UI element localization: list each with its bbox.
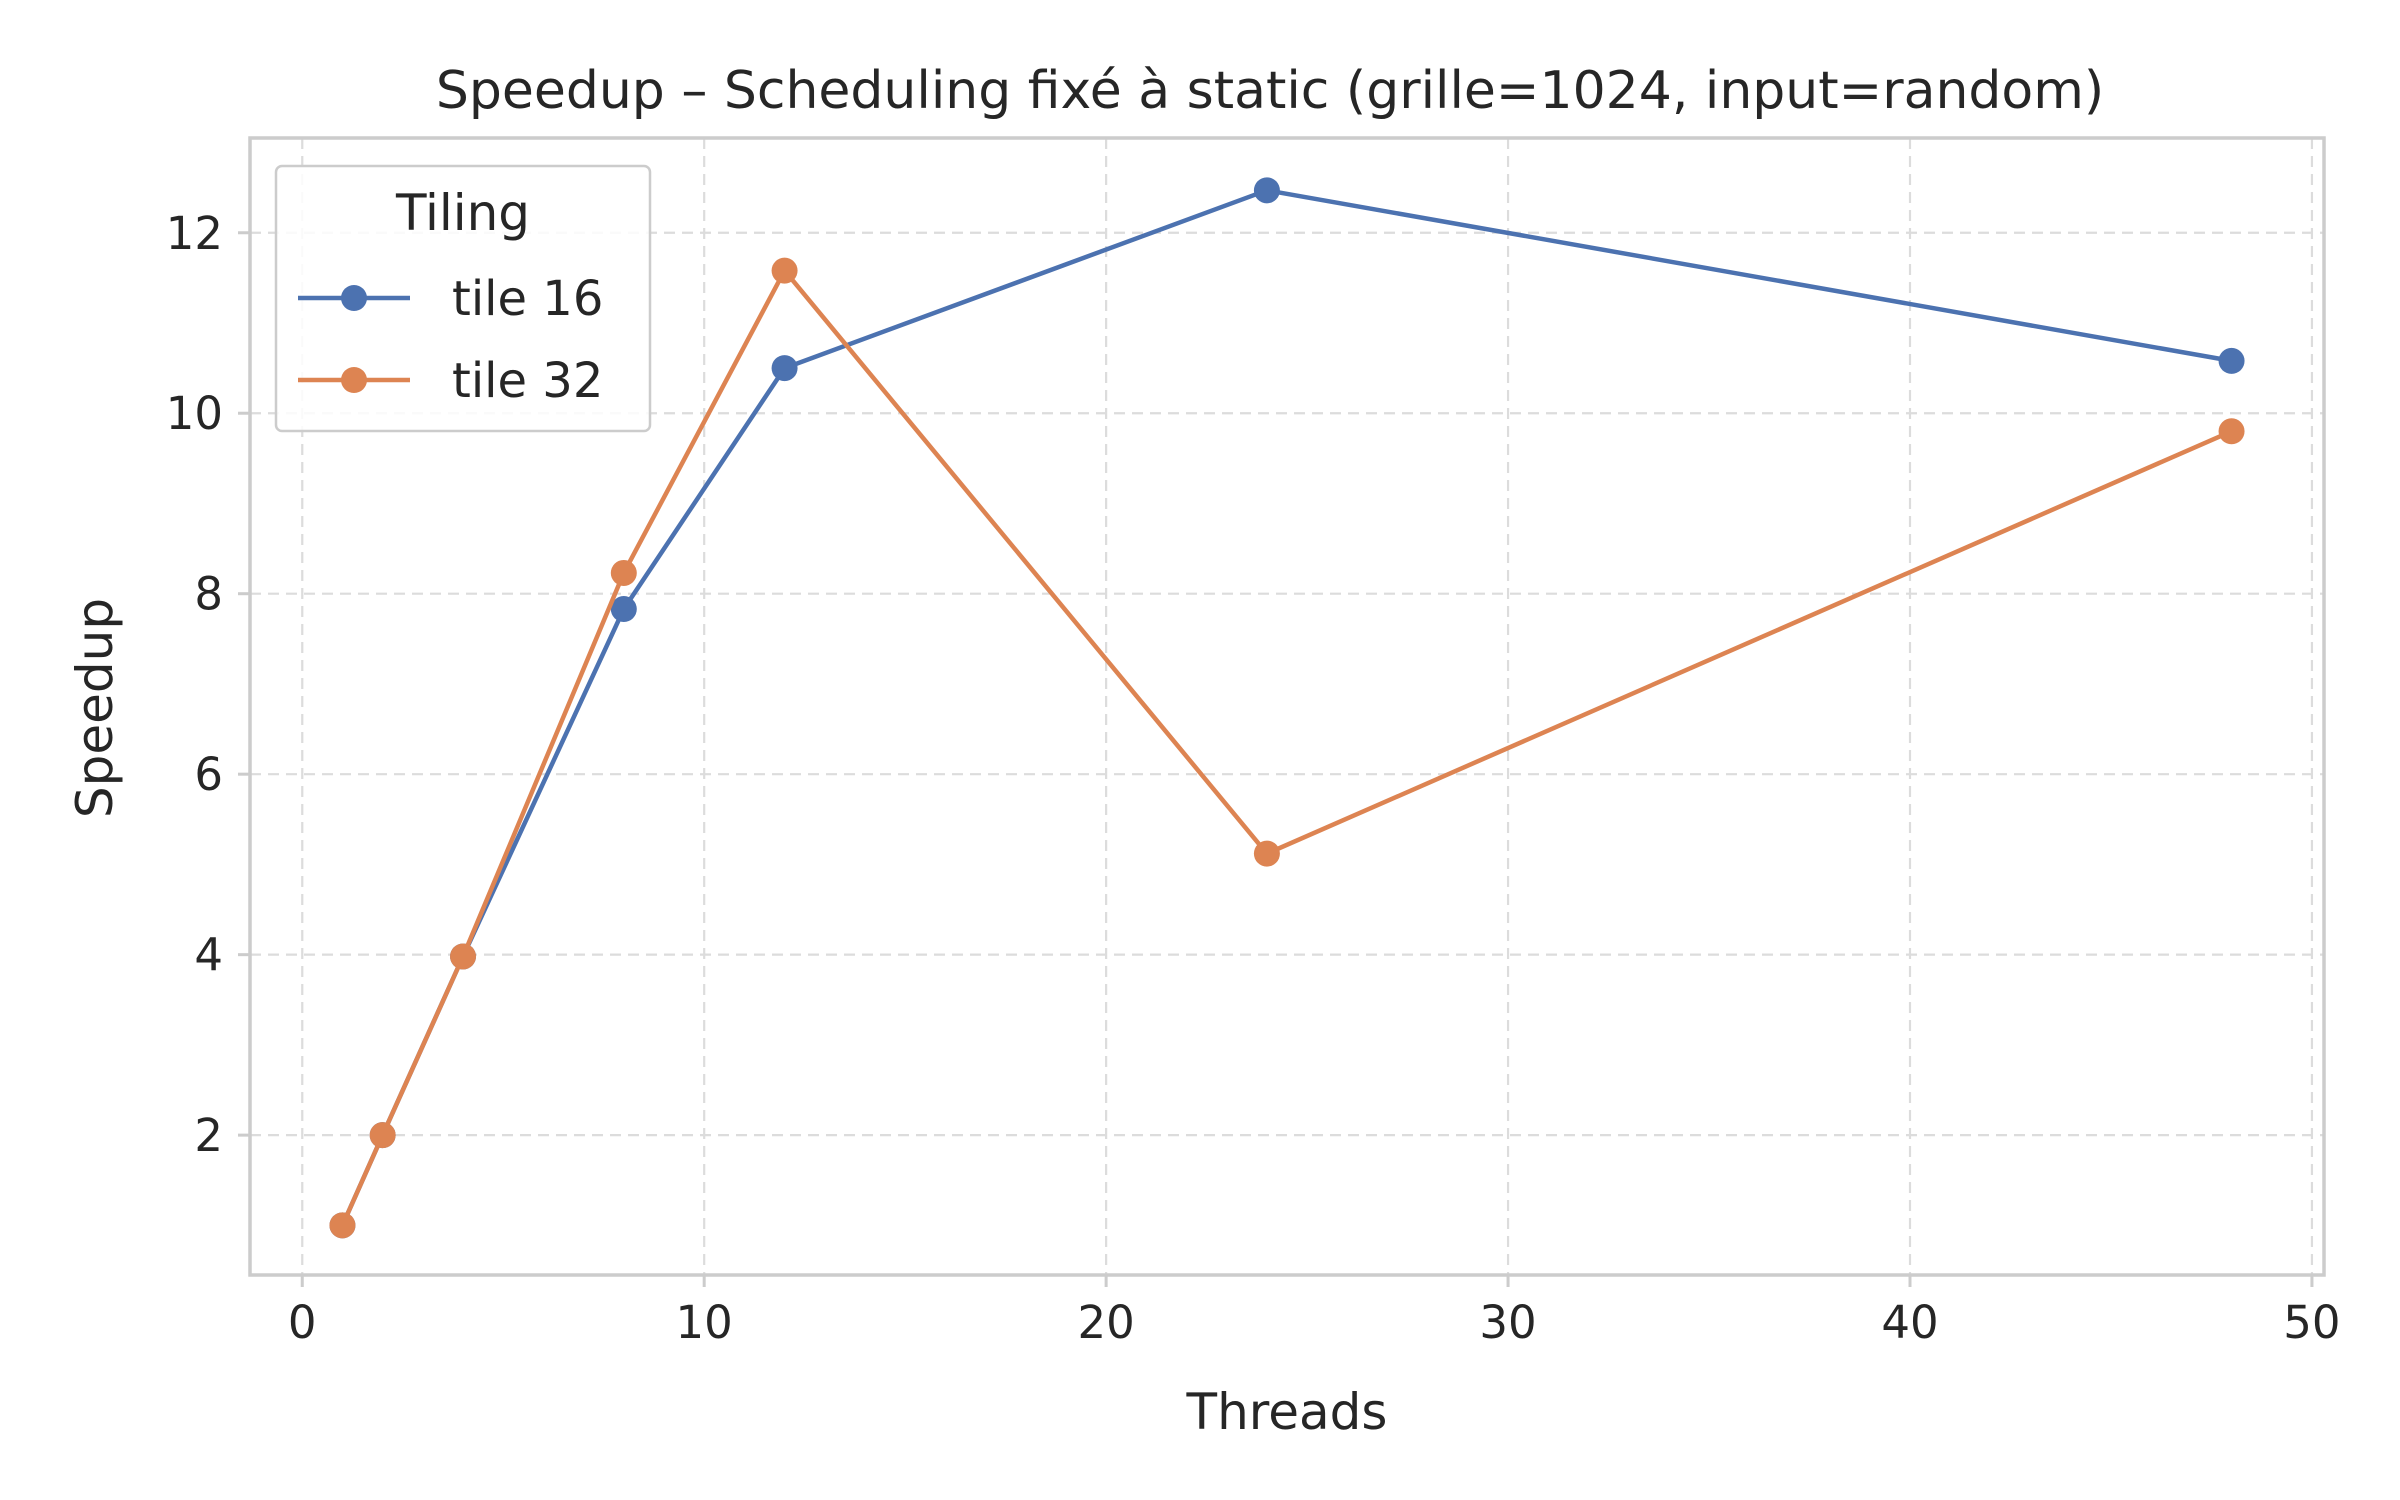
x-tick-label: 20 [1077, 1296, 1134, 1349]
legend-box [274, 164, 652, 433]
y-tick-label: 4 [194, 929, 223, 982]
legend: Tiling tile 16 tile 32 [274, 164, 652, 433]
x-tick-label: 50 [2283, 1296, 2340, 1349]
data-point-tile-16 [610, 596, 637, 623]
data-point-tile-16 [2218, 347, 2245, 374]
plot-frame [248, 136, 2326, 1277]
data-point-tile-16 [771, 355, 798, 382]
x-tick-label: 0 [288, 1296, 317, 1349]
legend-label-tile-16: tile 16 [452, 271, 603, 327]
data-point-tile-32 [2218, 418, 2245, 445]
grid-lines [250, 138, 2324, 1275]
chart-title: Speedup – Scheduling fixé à static (gril… [436, 61, 2104, 121]
y-tick-label: 10 [166, 387, 223, 440]
data-point-tile-32 [329, 1212, 356, 1239]
series-layer [329, 177, 2245, 1239]
data-point-tile-32 [1253, 840, 1280, 867]
y-tick-label: 2 [194, 1109, 223, 1162]
legend-marker-tile-32 [341, 367, 367, 393]
data-point-tile-32 [369, 1122, 396, 1149]
y-tick-label: 12 [166, 207, 223, 260]
legend-entries: tile 16 tile 32 [298, 271, 603, 409]
x-tick-label: 30 [1479, 1296, 1536, 1349]
x-tick-label: 10 [676, 1296, 733, 1349]
data-point-tile-32 [450, 943, 477, 970]
legend-title: Tiling [395, 184, 530, 242]
axis-ticks: 0 10 20 30 40 50 2 4 6 8 10 12 [166, 207, 2341, 1349]
data-point-tile-32 [610, 559, 637, 586]
legend-label-tile-32: tile 32 [452, 353, 603, 409]
x-axis-label: Threads [1186, 1383, 1388, 1441]
y-axis-label: Speedup [66, 598, 124, 818]
legend-marker-tile-16 [341, 285, 367, 311]
data-point-tile-32 [771, 257, 798, 284]
y-tick-label: 8 [194, 568, 223, 621]
y-tick-label: 6 [194, 748, 223, 801]
data-point-tile-16 [1253, 177, 1280, 204]
x-tick-label: 40 [1881, 1296, 1938, 1349]
series-tile-32 [329, 257, 2245, 1239]
